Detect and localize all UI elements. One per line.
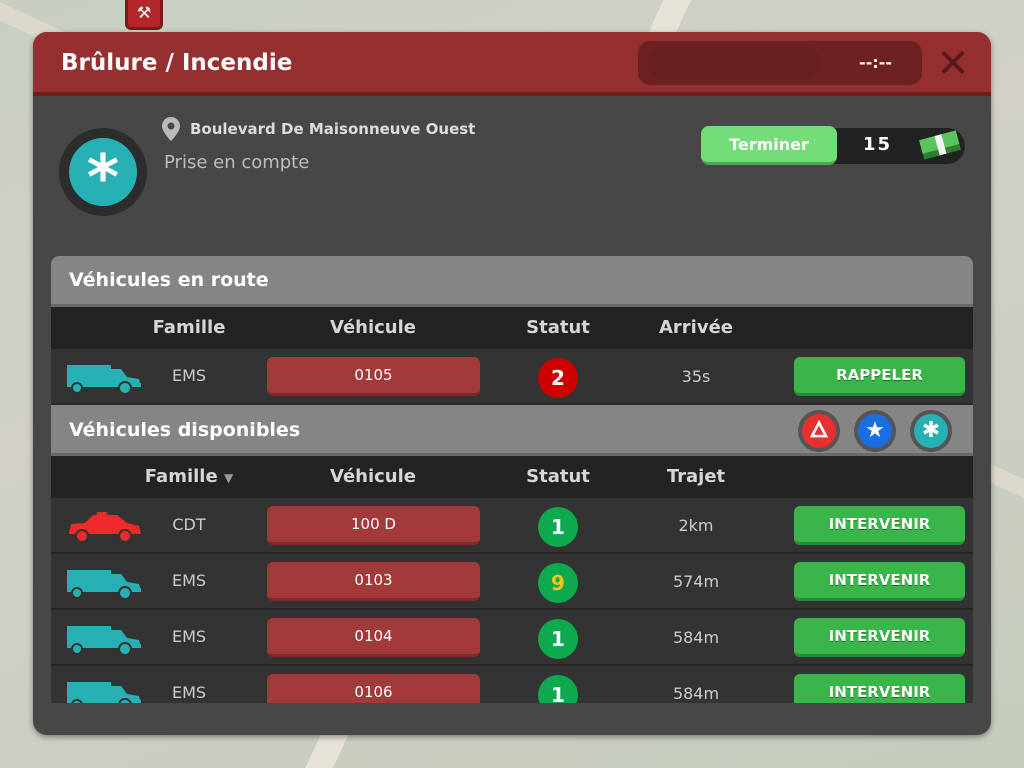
en-route-table-header: Famille Véhicule Statut Arrivée xyxy=(51,307,973,349)
status-badge: 1 xyxy=(538,507,578,547)
location-pin-icon xyxy=(162,117,180,141)
vehicle-family: EMS xyxy=(171,366,207,385)
available-table-header: Famille ▼ Véhicule Statut Trajet xyxy=(51,456,973,498)
intervenir-button[interactable]: INTERVENIR xyxy=(794,618,965,657)
dialog-header: Brûlure / Incendie --:-- ✕ xyxy=(33,32,991,96)
vehicles-panel: Véhicules en route Famille Véhicule Stat… xyxy=(51,256,973,703)
incident-dialog: Brûlure / Incendie --:-- ✕ * Boulevard D… xyxy=(33,32,991,735)
ambulance-icon xyxy=(67,365,141,395)
timer-progress-bar xyxy=(648,47,820,79)
col-statut[interactable]: Statut xyxy=(526,317,590,338)
vehicle-family: CDT xyxy=(172,515,206,534)
incident-type-avatar: * xyxy=(59,128,147,216)
vehicle-row: CDT 100 D 1 2km INTERVENIR xyxy=(51,498,973,553)
intervenir-button[interactable]: INTERVENIR xyxy=(794,674,965,703)
vehicle-family: EMS xyxy=(171,683,207,702)
finish-button[interactable]: Terminer xyxy=(701,126,837,165)
vehicle-row: EMS 0105 2 35s RAPPELER xyxy=(51,349,973,404)
status-badge: 2 xyxy=(538,358,578,398)
distance-value: 2km xyxy=(678,516,714,535)
ambulance-icon xyxy=(67,682,141,703)
asterisk-filter-icon[interactable]: ✱ xyxy=(910,410,952,452)
rappeler-button[interactable]: RAPPELER xyxy=(794,357,965,396)
asterisk-icon: * xyxy=(69,138,137,214)
timer-text: --:-- xyxy=(859,53,892,72)
intervenir-button[interactable]: INTERVENIR xyxy=(794,506,965,545)
vehicle-family: EMS xyxy=(171,571,207,590)
close-button[interactable]: ✕ xyxy=(936,41,970,87)
vehicle-id-button[interactable]: 100 D xyxy=(267,506,480,545)
reward-counter: 15 xyxy=(823,128,965,164)
distance-value: 574m xyxy=(672,572,720,591)
vehicle-row: EMS 0104 1 584m INTERVENIR xyxy=(51,610,973,665)
car-icon xyxy=(69,512,141,543)
vehicle-id-button[interactable]: 0104 xyxy=(267,618,480,657)
vehicle-id-button[interactable]: 0106 xyxy=(267,674,480,703)
vehicle-row: EMS 0106 1 584m INTERVENIR xyxy=(51,666,973,703)
status-badge: 9 xyxy=(538,563,578,603)
col-famille-sort[interactable]: Famille ▼ xyxy=(145,466,233,487)
ambulance-icon xyxy=(67,570,141,600)
vehicle-row: EMS 0103 9 574m INTERVENIR xyxy=(51,554,973,609)
money-icon xyxy=(919,130,961,160)
col-famille-label: Famille xyxy=(144,466,218,487)
distance-value: 584m xyxy=(672,628,720,647)
incident-state: Prise en compte xyxy=(164,152,310,173)
vehicle-id-button[interactable]: 0105 xyxy=(267,357,480,396)
distance-value: 584m xyxy=(672,684,720,703)
vehicle-id-button[interactable]: 0103 xyxy=(267,562,480,601)
vehicle-family: EMS xyxy=(171,627,207,646)
incident-address: Boulevard De Maisonneuve Ouest xyxy=(190,120,476,138)
en-route-section-header: Véhicules en route xyxy=(51,256,973,307)
fire-station-marker-icon[interactable]: ⚒ xyxy=(125,0,163,30)
arrival-value: 35s xyxy=(681,367,711,386)
status-badge: 1 xyxy=(538,675,578,703)
ambulance-icon xyxy=(67,626,141,656)
reward-value: 15 xyxy=(863,134,893,155)
dialog-title: Brûlure / Incendie xyxy=(61,50,293,76)
col-vehicule[interactable]: Véhicule xyxy=(329,466,417,487)
star-filter-icon[interactable]: ★ xyxy=(854,410,896,452)
col-famille[interactable]: Famille xyxy=(152,317,226,338)
col-statut[interactable]: Statut xyxy=(526,466,590,487)
timer-box: --:-- xyxy=(638,41,922,85)
col-arrivee[interactable]: Arrivée xyxy=(658,317,734,338)
sort-down-icon: ▼ xyxy=(223,471,234,485)
col-vehicule[interactable]: Véhicule xyxy=(329,317,417,338)
intervenir-button[interactable]: INTERVENIR xyxy=(794,562,965,601)
en-route-title: Véhicules en route xyxy=(69,269,269,291)
col-trajet[interactable]: Trajet xyxy=(666,466,726,487)
status-badge: 1 xyxy=(538,619,578,659)
available-title: Véhicules disponibles xyxy=(69,419,301,441)
fire-filter-icon[interactable]: 🜂 xyxy=(798,410,840,452)
available-section-header: Véhicules disponibles 🜂 ★ ✱ xyxy=(51,405,973,456)
